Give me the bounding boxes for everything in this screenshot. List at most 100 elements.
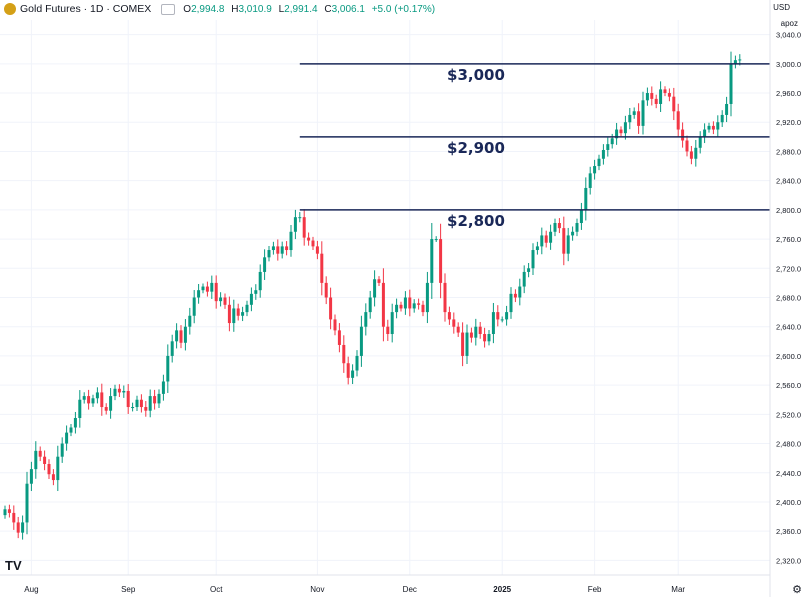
eye-icon[interactable]: [161, 3, 176, 15]
time-axis[interactable]: Aug Sep Oct Nov Dec 2025 Feb Mar: [0, 574, 770, 594]
level-label: $2,800: [447, 212, 505, 230]
candle: [56, 445, 60, 492]
candle-body: [606, 144, 610, 150]
candle-body: [311, 240, 315, 247]
unit-label[interactable]: apoz: [780, 19, 798, 28]
candle-body: [544, 235, 548, 243]
candle: [329, 287, 333, 330]
low-label: L: [278, 3, 285, 15]
candle-body: [170, 341, 174, 356]
candle: [412, 299, 416, 313]
candle: [619, 126, 623, 137]
candle: [293, 209, 297, 240]
candle: [395, 298, 399, 319]
candle: [377, 276, 381, 286]
candle: [373, 270, 377, 307]
candle: [659, 81, 663, 113]
candle-body: [720, 114, 724, 123]
candle-body: [95, 392, 99, 399]
candle-body: [399, 304, 403, 309]
candle: [672, 87, 676, 121]
candle: [289, 225, 293, 257]
candle: [7, 504, 11, 518]
candle-body: [25, 483, 29, 523]
candle-body: [575, 223, 579, 232]
candle: [381, 268, 385, 342]
candle-body: [12, 512, 16, 523]
x-tick-label: Oct: [210, 585, 223, 594]
y-tick-label: 2,680.0: [776, 294, 801, 303]
candle-body: [223, 297, 227, 305]
candle-body: [571, 231, 575, 236]
candle: [720, 110, 724, 127]
candle: [637, 103, 641, 134]
candle-body: [672, 96, 676, 112]
candle-body: [241, 312, 245, 316]
candle-body: [34, 450, 38, 470]
y-tick-label: 2,480.0: [776, 440, 801, 449]
x-tick-label: Mar: [671, 585, 685, 594]
candle-body: [461, 332, 465, 356]
candle-body: [183, 326, 187, 343]
candle: [12, 505, 16, 530]
y-tick-label: 2,840.0: [776, 177, 801, 186]
candle: [588, 166, 592, 195]
candle-body: [377, 279, 381, 283]
candle-body: [82, 396, 86, 400]
candle-body: [694, 147, 698, 159]
candle-body: [161, 381, 165, 394]
candle: [298, 212, 302, 223]
candle: [733, 55, 737, 69]
candle-body: [522, 271, 526, 287]
candle: [192, 290, 196, 324]
candle: [509, 287, 513, 319]
candle-body: [439, 239, 443, 283]
candle-body: [192, 297, 196, 316]
candle-body: [245, 304, 249, 313]
candle-body: [337, 330, 341, 345]
price-axis[interactable]: 2,320.0 2,360.0 2,400.0 2,440.0 2,480.0 2,520…: [769, 0, 801, 597]
candle: [333, 314, 337, 336]
candle-body: [509, 293, 513, 313]
tradingview-logo-icon[interactable]: TV: [5, 558, 22, 573]
candle-body: [667, 93, 671, 97]
candle-body: [249, 293, 253, 305]
candle-body: [320, 253, 324, 283]
candle-body: [417, 303, 421, 305]
candle: [703, 123, 707, 144]
candle: [179, 325, 183, 349]
gear-icon[interactable]: ⚙: [792, 584, 802, 596]
candle: [518, 278, 522, 306]
candle: [465, 324, 469, 364]
candle-body: [368, 297, 372, 313]
change-value: +5.0 (+0.17%): [371, 3, 436, 15]
candle: [452, 312, 456, 334]
y-tick-label: 2,640.0: [776, 323, 801, 332]
x-tick-label: Dec: [403, 585, 417, 594]
candle: [315, 240, 319, 260]
candle: [175, 323, 179, 349]
candle-body: [689, 151, 693, 159]
candle: [263, 249, 267, 280]
candle-body: [390, 312, 394, 335]
candle: [311, 236, 315, 251]
candle: [78, 390, 82, 428]
ohlc-readout: O2,994.8 H3,010.9 L2,991.4 C3,006.1 +5.0…: [183, 4, 435, 15]
candle: [368, 290, 372, 319]
y-tick-label: 2,400.0: [776, 498, 801, 507]
candle: [232, 299, 236, 332]
candle-body: [641, 100, 645, 126]
candle: [16, 516, 20, 539]
candle: [513, 289, 517, 303]
candle-body: [113, 388, 117, 397]
candle-body: [645, 93, 649, 101]
candle-body: [104, 407, 108, 411]
candle: [21, 515, 25, 540]
candle-body: [412, 303, 416, 309]
currency-label[interactable]: USD: [773, 3, 790, 12]
candle: [188, 307, 192, 335]
candle-body: [623, 122, 627, 134]
x-tick-label: Aug: [24, 585, 38, 594]
symbol-title[interactable]: Gold Futures · 1D · COMEX: [20, 3, 152, 15]
